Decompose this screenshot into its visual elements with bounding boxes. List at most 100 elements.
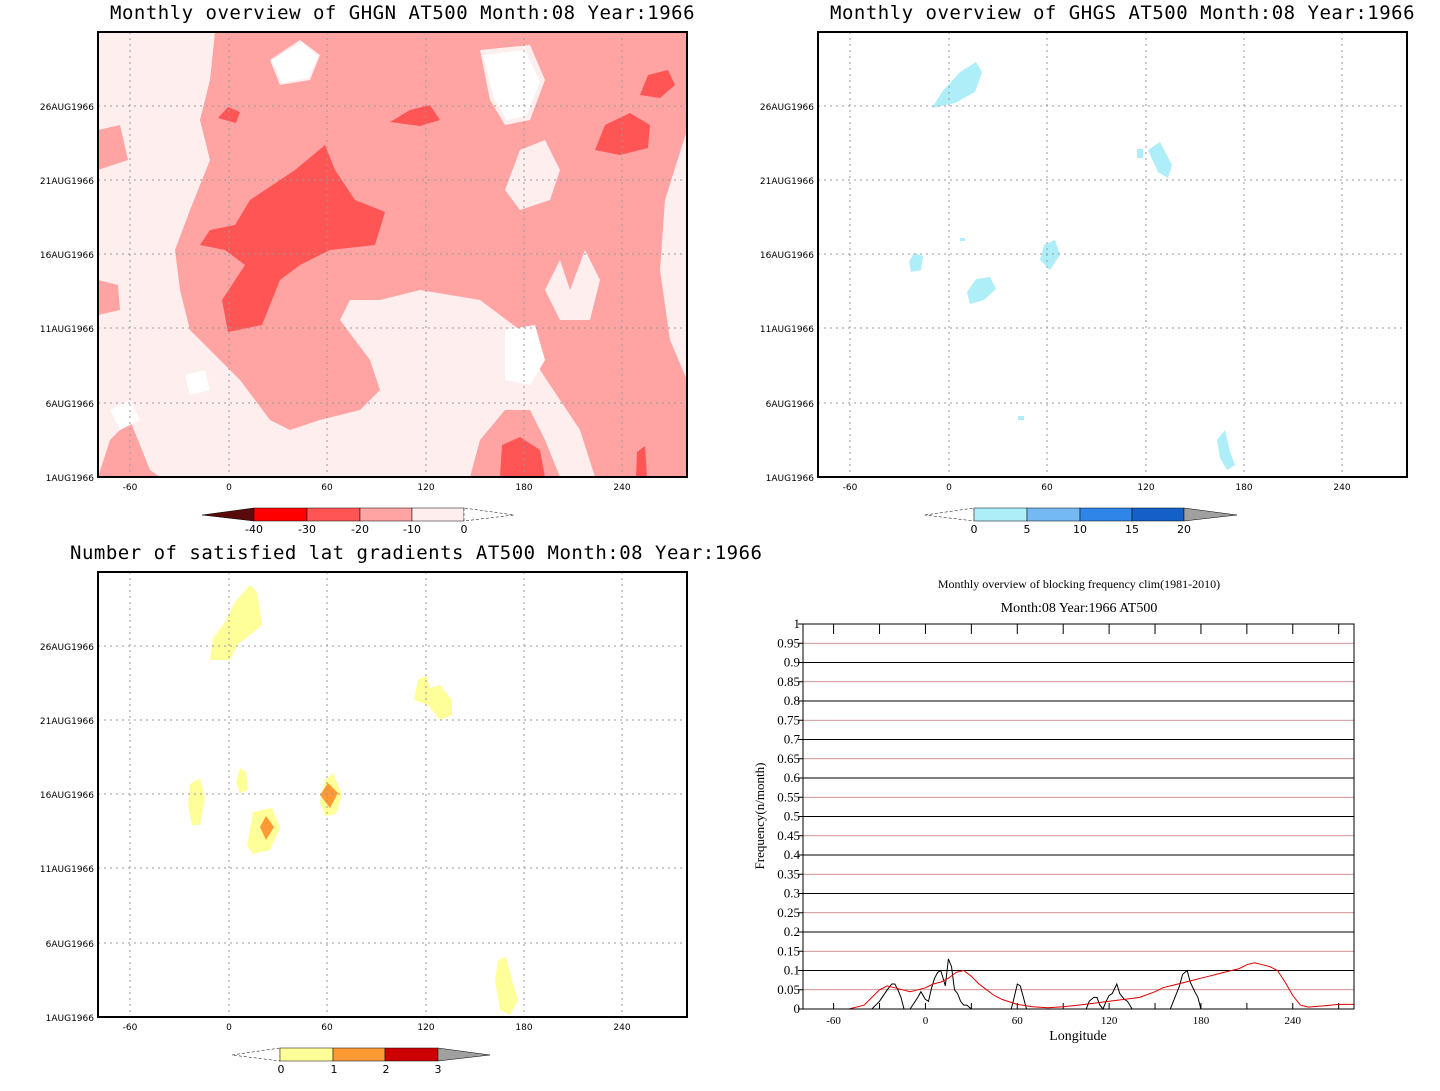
ghgs-cb-label-4: 20	[1177, 523, 1191, 536]
ghgn-title: Monthly overview of GHGN AT500 Month:08 …	[110, 2, 696, 24]
ghgs-ytick-4: 21AUG1966	[760, 177, 814, 187]
freq-ytick-label: 0.85	[777, 674, 800, 689]
lat-xtick-3: 120	[417, 1023, 434, 1033]
freq-ytick-label: 1	[794, 616, 801, 631]
freq-ytick-label: 0.95	[777, 635, 800, 650]
freq-series-line-0	[803, 958, 1354, 1010]
lat-xtick-0: -60	[123, 1023, 138, 1033]
freq-ytick-label: 0.25	[777, 905, 800, 920]
lat-ytick-2: 11AUG1966	[40, 865, 94, 875]
freq-y-ticks: 0 0.05 0.1 0.15 0.2 0.25 0.3 0.35 0.4 0.45 0.5 0.55…	[777, 616, 803, 1016]
lat-xtick-5: 240	[613, 1023, 630, 1033]
lat-xtick-4: 180	[515, 1023, 532, 1033]
freq-ytick-label: 0.4	[784, 847, 801, 862]
freq-chart-xlabel: Longitude	[1049, 1029, 1107, 1044]
ghgs-xtick-0: -60	[843, 483, 858, 493]
freq-x-ticks: -60 0 60 120 180 240	[826, 624, 1340, 1027]
freq-xtick-label: 60	[1012, 1015, 1024, 1027]
ghgn-grid	[98, 32, 687, 477]
freq-ytick-label: 0.6	[784, 770, 801, 785]
lat-xtick-2: 60	[321, 1023, 333, 1033]
lat-ytick-4: 21AUG1966	[40, 717, 94, 727]
ghgs-ytick-5: 26AUG1966	[760, 103, 814, 113]
lat-cb-label-2: 2	[383, 1063, 390, 1076]
ghgs-title: Monthly overview of GHGS AT500 Month:08 …	[830, 2, 1416, 24]
freq-ytick-label: 0.8	[784, 693, 800, 708]
ghgn-ytick-3: 16AUG1966	[40, 251, 94, 261]
ghgn-cb-label-2: -20	[351, 523, 369, 536]
freq-ytick-label: 0.55	[777, 789, 800, 804]
ghgs-blobs	[909, 62, 1235, 470]
ghgn-ytick-5: 26AUG1966	[40, 103, 94, 113]
freq-chart-subtitle: Month:08 Year:1966 AT500	[1001, 601, 1158, 616]
lat-title: Number of satisfied lat gradients AT500 …	[70, 542, 763, 564]
ghgs-cb-label-2: 10	[1073, 523, 1087, 536]
ghgs-cb-label-1: 5	[1024, 523, 1031, 536]
freq-chart-ylabel: Frequency(n/month)	[752, 763, 767, 870]
ghgn-cb-label-3: -10	[403, 523, 421, 536]
ghgn-xtick-5: 240	[613, 483, 630, 493]
ghgs-ytick-0: 1AUG1966	[766, 474, 815, 484]
freq-plot-frame	[802, 623, 1355, 1010]
freq-ytick-label: 0.1	[784, 963, 800, 978]
freq-ytick-label: 0.75	[777, 712, 800, 727]
ghgn-ytick-4: 21AUG1966	[40, 177, 94, 187]
freq-xtick-label: 120	[1101, 1015, 1118, 1027]
ghgn-xtick-2: 60	[321, 483, 333, 493]
freq-ytick-label: 0	[794, 1001, 801, 1016]
ghgn-xtick-1: 0	[226, 483, 232, 493]
freq-ytick-label: 0.15	[777, 943, 800, 958]
lat-ytick-1: 6AUG1966	[46, 940, 95, 950]
ghgs-plot: 1AUG1966 6AUG1966 11AUG1966 16AUG1966 21…	[760, 31, 1408, 536]
freq-ytick-label: 0.2	[784, 924, 800, 939]
lat-blobs	[188, 585, 518, 1015]
ghgs-ytick-3: 16AUG1966	[760, 251, 814, 261]
ghgs-cb-label-3: 15	[1125, 523, 1139, 536]
freq-xtick-label: 240	[1285, 1015, 1302, 1027]
freq-ytick-label: 0.65	[777, 751, 800, 766]
freq-series	[803, 958, 1354, 1010]
freq-ytick-label: 0.35	[777, 866, 800, 881]
ghgs-ytick-2: 11AUG1966	[760, 325, 814, 335]
ghgn-xtick-0: -60	[123, 483, 138, 493]
ghgs-cb-label-0: 0	[971, 523, 978, 536]
ghgs-xtick-1: 0	[946, 483, 952, 493]
freq-ytick-label: 0.5	[784, 809, 800, 824]
ghgn-ytick-0: 1AUG1966	[46, 474, 95, 484]
ghgs-ytick-1: 6AUG1966	[766, 400, 815, 410]
freq-ytick-label: 0.7	[784, 732, 801, 747]
freq-chart-title: Monthly overview of blocking frequency c…	[938, 577, 1220, 591]
lat-ytick-5: 26AUG1966	[40, 643, 94, 653]
freq-xtick-label: 180	[1193, 1015, 1210, 1027]
ghgn-plot: 1AUG1966 6AUG1966 11AUG1966 16AUG1966 21…	[40, 31, 688, 536]
freq-xtick-label: 0	[923, 1015, 929, 1027]
ghgn-cb-label-1: -30	[298, 523, 316, 536]
freq-ytick-label: 0.3	[784, 886, 800, 901]
ghgn-xtick-4: 180	[515, 483, 532, 493]
lat-plot: 1AUG1966 6AUG1966 11AUG1966 16AUG1966 21…	[40, 571, 688, 1076]
ghgs-xtick-3: 120	[1137, 483, 1154, 493]
ghgs-xtick-5: 240	[1333, 483, 1350, 493]
ghgs-xtick-4: 180	[1235, 483, 1252, 493]
lat-xtick-1: 0	[226, 1023, 232, 1033]
lat-cb-label-3: 3	[435, 1063, 442, 1076]
freq-ytick-label: 0.45	[777, 828, 800, 843]
blocking-frequency-chart: Monthly overview of blocking frequency c…	[752, 577, 1355, 1044]
lat-cb-label-1: 1	[331, 1063, 338, 1076]
lat-colorbar: 0 1 2 3	[231, 1047, 491, 1076]
ghgn-ytick-1: 6AUG1966	[46, 400, 95, 410]
lat-cb-label-0: 0	[278, 1063, 285, 1076]
ghgs-xtick-2: 60	[1041, 483, 1053, 493]
freq-series-line-1	[803, 962, 1354, 1010]
lat-ytick-3: 16AUG1966	[40, 791, 94, 801]
lat-ytick-0: 1AUG1966	[46, 1014, 95, 1024]
ghgs-colorbar: 0 5 10 15 20	[924, 507, 1238, 536]
ghgn-colorbar: -40 -30 -20 -10 0	[201, 507, 515, 536]
ghgn-contours	[98, 32, 687, 477]
freq-ytick-label: 0.05	[777, 982, 800, 997]
freq-grid	[803, 623, 1354, 1010]
ghgn-xtick-3: 120	[417, 483, 434, 493]
freq-ytick-label: 0.9	[784, 655, 800, 670]
ghgn-cb-label-0: -40	[245, 523, 263, 536]
ghgn-ytick-2: 11AUG1966	[40, 325, 94, 335]
